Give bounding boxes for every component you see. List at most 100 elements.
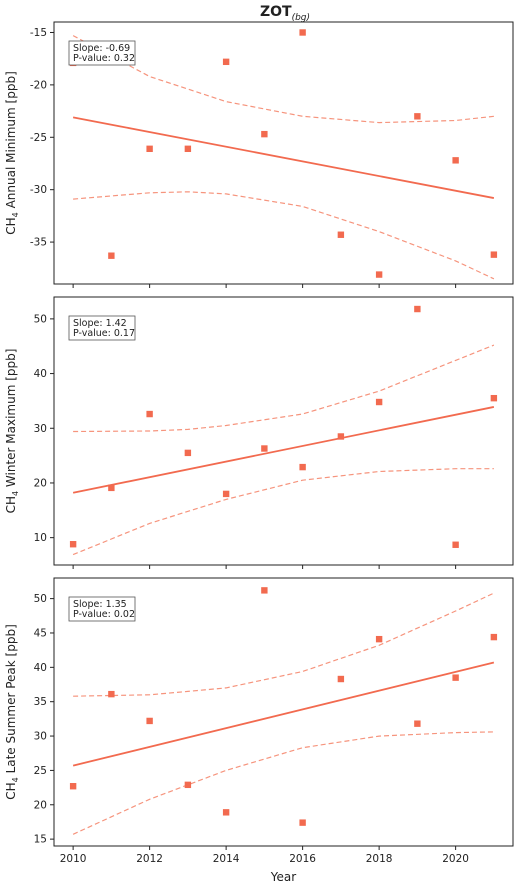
data-point: [108, 690, 115, 698]
y-tick-label: 50: [34, 313, 47, 325]
y-axis-label-text: Annual Minimum [ppb]: [4, 71, 18, 212]
data-point: [222, 809, 230, 816]
data-point: [69, 541, 77, 548]
data-point: [184, 145, 192, 153]
ci-lower-line: [72, 468, 494, 556]
data-point: [261, 587, 268, 594]
y-tick-label: -25: [30, 132, 47, 144]
data-point: [146, 410, 153, 418]
y-tick-label: -20: [30, 79, 47, 91]
pvalue-text: P-value: 0.02: [73, 609, 135, 620]
ci-lower-line: [72, 731, 494, 835]
stats-box: [68, 596, 136, 622]
data-point: [414, 720, 421, 727]
y-axis-label: CH4 Annual Minimum [ppb]: [4, 71, 20, 234]
y-axis-label-subscript: 4: [11, 212, 20, 217]
x-tick-label: 2010: [60, 853, 87, 865]
data-point: [222, 58, 230, 66]
data-point: [490, 633, 498, 641]
data-point: [146, 717, 153, 725]
data-point: [414, 113, 421, 120]
slope-text: Slope: 1.35: [73, 599, 127, 610]
y-tick-label: -15: [30, 27, 47, 39]
x-tick-label: 2020: [442, 853, 469, 865]
y-tick-label: 10: [34, 532, 47, 544]
data-point: [108, 484, 115, 492]
y-axis-label-species: CH: [4, 217, 18, 234]
pvalue-text: P-value: 0.17: [73, 328, 135, 339]
ci-upper-line: [72, 35, 494, 124]
data-point: [375, 398, 383, 406]
x-tick-label: 2012: [136, 853, 163, 865]
stats-box: [68, 315, 136, 341]
data-point: [261, 130, 268, 138]
y-axis-label-subscript: 4: [11, 777, 20, 782]
data-point: [299, 463, 306, 471]
pvalue-text: P-value: 0.32: [73, 53, 135, 64]
plot-frame: [53, 577, 514, 847]
y-tick-label: 20: [34, 477, 47, 489]
y-tick-label: 35: [34, 696, 47, 708]
plot-frame: [53, 296, 514, 566]
data-point: [108, 252, 115, 259]
y-tick-label: 25: [34, 765, 47, 777]
data-point: [490, 394, 498, 402]
ci-lower-line: [73, 191, 495, 280]
data-point: [490, 251, 498, 258]
plot-frame: [53, 21, 514, 285]
data-point: [146, 145, 153, 153]
x-tick-label: 2016: [289, 853, 316, 865]
data-point: [414, 305, 421, 313]
slope-text: Slope: 1.42: [73, 318, 127, 329]
y-tick-label: 50: [34, 593, 47, 605]
data-point: [337, 231, 345, 238]
data-point: [261, 445, 268, 452]
y-tick-label: 40: [34, 662, 47, 674]
data-point: [375, 271, 383, 278]
data-point: [184, 781, 192, 789]
panel-1: -35 -30 -25 -20 -15 CH4 Annual Minimum [ppb] S…: [4, 21, 514, 288]
ci-upper-line: [73, 592, 495, 697]
y-tick-label: -35: [30, 237, 47, 249]
data-point: [69, 783, 77, 790]
figure-title: ZOT(bg): [260, 4, 310, 23]
data-point: [222, 490, 230, 498]
ci-upper-line: [73, 344, 495, 433]
y-axis-label-subscript: 4: [11, 491, 20, 496]
data-point: [184, 449, 192, 457]
stats-box: [68, 40, 136, 66]
data-point: [337, 675, 345, 683]
y-axis-label: CH4 Winter Maximum [ppb]: [4, 349, 20, 514]
figure-title-sub: (bg): [292, 13, 310, 23]
y-tick-label: -30: [30, 184, 47, 196]
data-point: [299, 819, 306, 826]
data-point: [375, 635, 383, 643]
data-point: [452, 541, 459, 548]
y-tick-label: 20: [34, 799, 47, 811]
data-point: [452, 674, 459, 681]
panel-3: 15 20 25 30 35 40 45 50 2010 2012 2014 2016 2018 2020…: [4, 577, 514, 884]
data-point: [299, 29, 306, 36]
panel-2: 10 20 30 40 50 CH4 Winter Maximum [ppb] Slope:…: [4, 296, 514, 569]
x-tick-label: 2018: [366, 853, 393, 865]
regression-line: [72, 661, 495, 767]
y-tick-label: 30: [34, 731, 47, 743]
y-tick-label: 30: [34, 423, 47, 435]
x-axis-label: Year: [270, 870, 296, 884]
y-tick-label: 45: [34, 627, 47, 639]
data-point: [452, 157, 459, 164]
regression-line: [72, 116, 495, 199]
y-tick-label: 15: [34, 834, 47, 846]
figure-title-main: ZOT: [260, 4, 292, 20]
x-tick-label: 2014: [213, 853, 240, 865]
data-point: [337, 433, 345, 440]
slope-text: Slope: -0.69: [73, 43, 130, 54]
regression-line: [72, 406, 495, 494]
y-axis-label-text: Late Summer Peak [ppb]: [4, 624, 18, 777]
y-axis-label-species: CH: [4, 782, 18, 799]
y-axis-label-text: Winter Maximum [ppb]: [4, 349, 18, 491]
y-tick-label: 40: [34, 368, 47, 380]
y-axis-label-species: CH: [4, 496, 18, 513]
y-axis-label: CH4 Late Summer Peak [ppb]: [4, 624, 20, 800]
